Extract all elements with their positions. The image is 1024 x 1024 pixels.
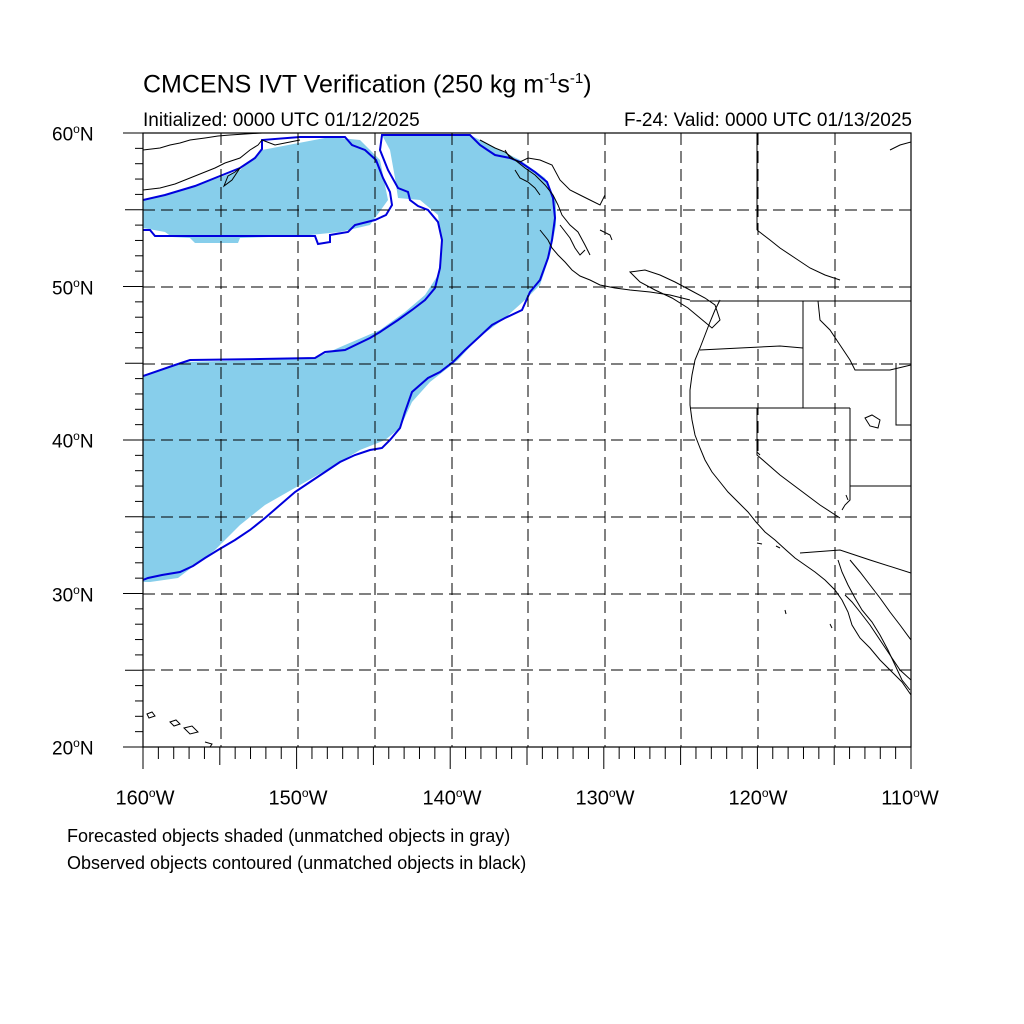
coastline bbox=[143, 133, 911, 747]
axis-ticks bbox=[123, 132, 912, 769]
lat-label-60: 60oN bbox=[52, 122, 94, 146]
observed-contour-river bbox=[143, 134, 557, 581]
forecast-object-north bbox=[143, 137, 388, 243]
lon-label-150w: 150oW bbox=[268, 786, 328, 810]
map-title: CMCENS IVT Verification (250 kg m-1s-1) bbox=[143, 70, 592, 99]
legend-note-forecast: Forecasted objects shaded (unmatched obj… bbox=[67, 826, 511, 846]
lon-label-110w: 110oW bbox=[881, 786, 939, 810]
lat-label-30: 30oN bbox=[52, 583, 94, 607]
legend-note-observed: Observed objects contoured (unmatched ob… bbox=[67, 853, 527, 873]
lon-label-120w: 120oW bbox=[728, 786, 788, 810]
lat-label-50: 50oN bbox=[52, 276, 94, 300]
lon-label-160w: 160oW bbox=[115, 786, 175, 810]
valid-time: F-24: Valid: 0000 UTC 01/13/2025 bbox=[624, 110, 912, 131]
graticule bbox=[143, 133, 911, 747]
initialized-time: Initialized: 0000 UTC 01/12/2025 bbox=[143, 110, 420, 131]
forecast-object-river bbox=[143, 135, 556, 582]
lon-label-140w: 140oW bbox=[422, 786, 482, 810]
lat-label-20: 20oN bbox=[52, 736, 94, 760]
lat-label-40: 40oN bbox=[52, 429, 94, 453]
state-borders bbox=[690, 133, 911, 574]
lon-label-130w: 130oW bbox=[575, 786, 635, 810]
observed-contour-north bbox=[143, 136, 394, 246]
